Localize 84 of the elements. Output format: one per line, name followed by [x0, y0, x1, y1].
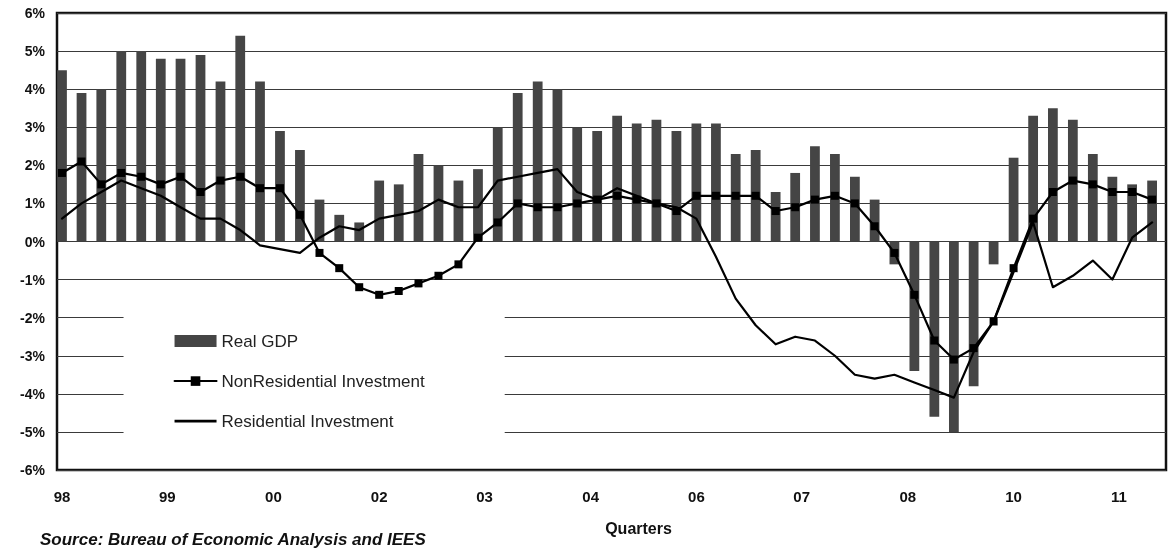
point: [930, 336, 939, 345]
point: [573, 199, 582, 208]
point: [1128, 187, 1137, 196]
point: [1148, 195, 1157, 204]
point: [830, 191, 839, 200]
point: [632, 195, 641, 204]
point: [731, 191, 740, 200]
point: [850, 199, 859, 208]
legend-label: NonResidential Investment: [221, 371, 425, 391]
point: [275, 184, 284, 193]
x-tick-label: 04: [582, 488, 600, 505]
x-tick-label: 11: [1110, 488, 1127, 505]
point: [315, 248, 324, 257]
point: [870, 222, 879, 231]
point: [355, 283, 364, 292]
legend-label: Residential Investment: [221, 411, 394, 431]
point: [1048, 187, 1057, 196]
y-tick-label: 2%: [24, 157, 46, 174]
point: [434, 271, 443, 280]
y-tick-label: 4%: [24, 81, 46, 98]
point: [1068, 176, 1077, 185]
point: [652, 199, 661, 208]
y-tick-label: 6%: [24, 5, 46, 21]
x-tick-label: 02: [370, 488, 388, 505]
point: [593, 195, 602, 204]
y-tick-label: 3%: [24, 119, 46, 136]
x-tick-label: 99: [158, 488, 176, 505]
point: [949, 355, 958, 364]
point: [989, 317, 998, 326]
point: [533, 203, 542, 212]
point: [613, 191, 622, 200]
x-tick-label: 98: [53, 488, 71, 505]
point: [711, 191, 720, 200]
point: [1088, 180, 1097, 189]
point: [295, 210, 304, 219]
point: [394, 287, 403, 296]
point: [692, 191, 701, 200]
point: [216, 176, 225, 185]
point: [493, 218, 502, 227]
x-tick-label: 06: [688, 488, 705, 505]
point: [910, 290, 919, 299]
point: [672, 207, 681, 216]
point: [513, 199, 522, 208]
point: [810, 195, 819, 204]
point: [137, 172, 146, 181]
point: [335, 264, 344, 273]
point: [414, 279, 423, 288]
point: [751, 191, 760, 200]
point: [236, 172, 245, 181]
y-tick-label: -1%: [20, 271, 46, 288]
y-tick-label: -5%: [20, 423, 46, 440]
x-tick-label: 00: [265, 488, 282, 505]
point: [771, 207, 780, 216]
point: [375, 290, 384, 299]
y-tick-label: -4%: [20, 385, 46, 402]
point: [1009, 264, 1018, 273]
point: [473, 233, 482, 242]
point: [553, 203, 562, 212]
source-note: Source: Bureau of Economic Analysis and IEES: [40, 530, 427, 549]
point: [196, 187, 205, 196]
x-tick-label: 03: [476, 488, 493, 505]
point: [176, 172, 185, 181]
y-tick-label: -2%: [20, 309, 46, 326]
point: [969, 344, 978, 353]
point: [117, 168, 126, 177]
point: [454, 260, 463, 269]
y-tick-label: 0%: [24, 233, 46, 250]
y-tick-label: -6%: [20, 462, 46, 478]
point: [97, 180, 106, 189]
x-tick-label: 10: [1005, 488, 1022, 505]
legend-label: Real GDP: [221, 331, 299, 351]
point: [1108, 187, 1117, 196]
y-tick-label: 1%: [24, 195, 46, 212]
point: [791, 203, 800, 212]
x-tick-label: 07: [793, 488, 811, 505]
point: [1029, 214, 1038, 223]
y-tick-label: 5%: [24, 43, 46, 60]
x-axis-title: Quarters: [605, 519, 672, 537]
point: [156, 180, 165, 189]
point: [57, 168, 66, 177]
point: [77, 157, 86, 166]
x-tick-label: 08: [899, 488, 917, 505]
y-tick-label: -3%: [20, 347, 46, 364]
point: [256, 184, 264, 193]
